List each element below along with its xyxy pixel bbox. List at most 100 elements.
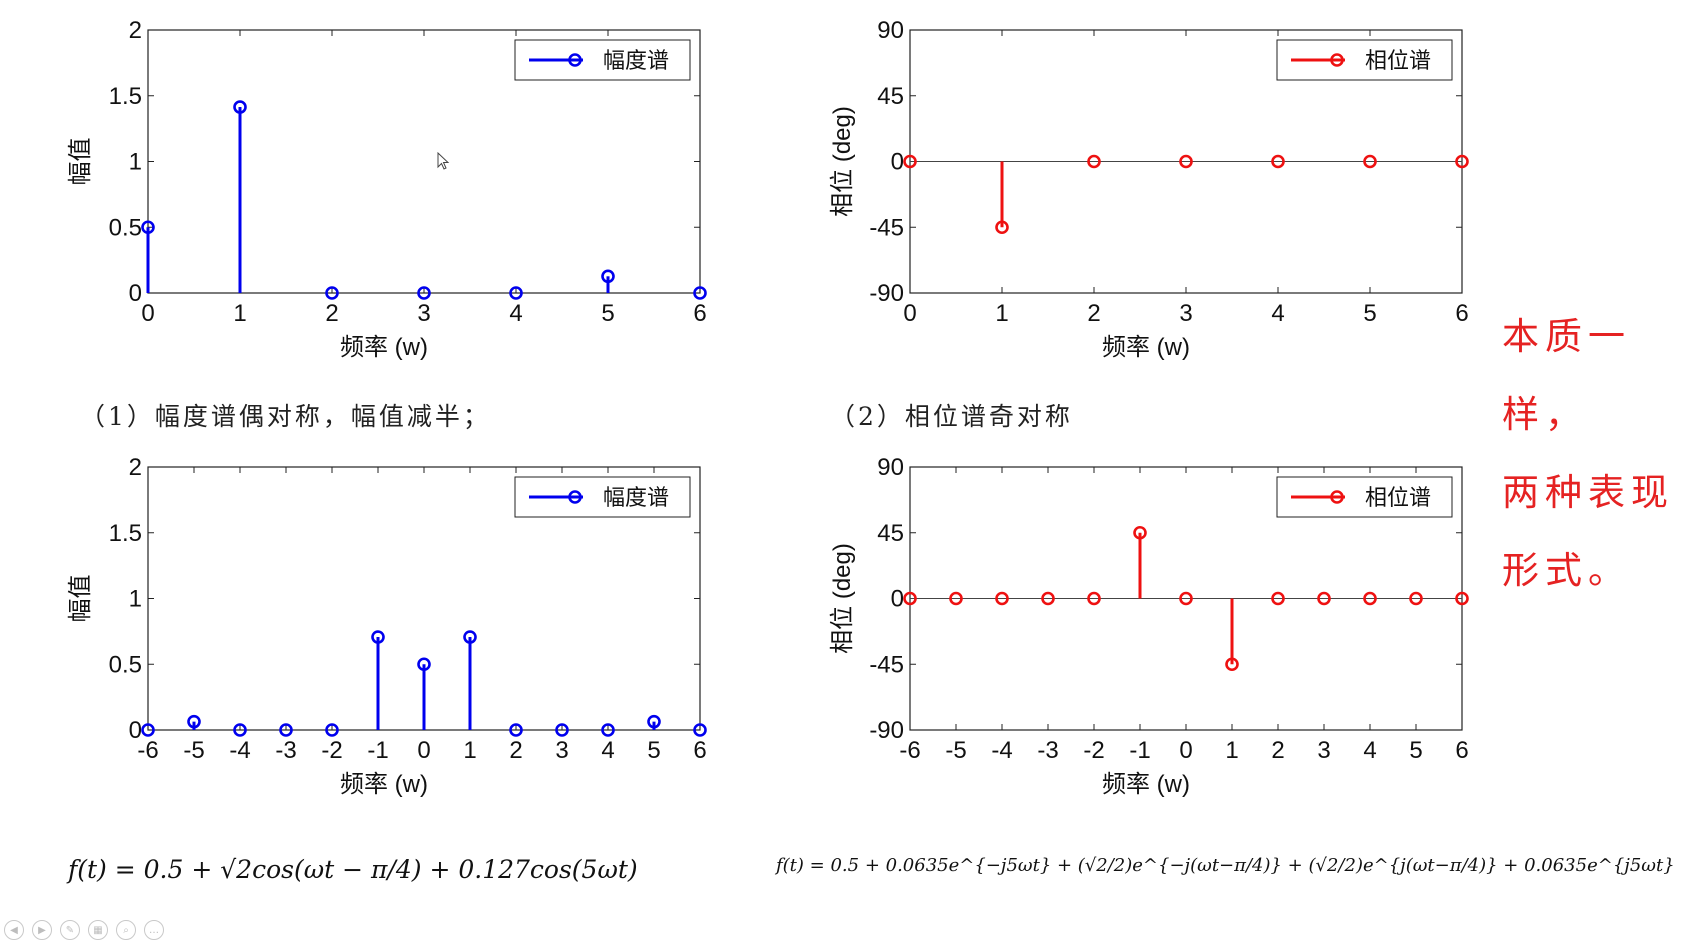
y-tick-label: 0: [891, 149, 904, 176]
stem-marker: [325, 286, 339, 300]
x-tick-label: 6: [693, 300, 706, 327]
x-tick-label: -5: [945, 737, 966, 764]
x-tick-label: -3: [1037, 737, 1058, 764]
mouse-cursor-icon: [437, 152, 450, 170]
x-tick-label: 0: [141, 300, 154, 327]
y-axis-label: 幅值: [67, 575, 94, 623]
x-tick-label: -6: [899, 737, 920, 764]
legend-label: 相位谱: [1365, 48, 1431, 73]
next-icon[interactable]: ▶: [32, 920, 52, 940]
stem-marker: [1041, 591, 1055, 606]
y-tick-label: -45: [869, 214, 904, 241]
legend-marker: [568, 53, 582, 67]
x-tick-label: -1: [367, 737, 388, 764]
x-tick-label: 6: [693, 737, 706, 764]
x-tick-label: 5: [1363, 300, 1376, 327]
y-tick-label: 1.5: [109, 83, 142, 110]
stem-marker: [417, 657, 431, 672]
formula-right: f(t) = 0.5 + 0.0635e^{−j5ωt} + (√2/2)e^{…: [776, 855, 1675, 876]
stem-marker: [141, 723, 155, 737]
caption-right: （2）相位谱奇对称: [830, 402, 1073, 431]
more-icon[interactable]: …: [144, 920, 164, 940]
stem-marker: [903, 154, 917, 169]
y-tick-label: 0.5: [109, 214, 142, 241]
y-axis-label: 相位 (deg): [829, 543, 856, 654]
x-tick-label: 3: [417, 300, 430, 327]
legend-marker: [1330, 490, 1344, 504]
y-tick-label: -90: [869, 717, 904, 744]
x-axis-label: 频率 (w): [340, 334, 428, 361]
x-tick-label: 2: [1271, 737, 1284, 764]
formula-left: f(t) = 0.5 + √2cos(ωt − π/4) + 0.127cos(…: [68, 855, 638, 884]
grid-icon[interactable]: ▦: [88, 920, 108, 940]
annotation-note: 本质一样， 两种表现 形式。: [1502, 298, 1700, 610]
pen-icon[interactable]: ✎: [60, 920, 80, 940]
x-tick-label: 4: [1271, 300, 1284, 327]
stem-marker: [555, 723, 569, 737]
stem-marker: [187, 714, 201, 729]
stem-marker: [233, 100, 247, 114]
x-tick-label: 5: [1409, 737, 1422, 764]
x-tick-label: -4: [229, 737, 250, 764]
legend-label: 幅度谱: [603, 485, 669, 510]
stem-marker: [1455, 154, 1469, 169]
x-tick-label: 1: [463, 737, 476, 764]
y-tick-label: 1: [129, 586, 142, 613]
stem-marker: [1087, 591, 1101, 606]
stem-marker: [509, 286, 523, 300]
stem-marker: [1133, 525, 1147, 540]
stem-marker: [693, 286, 707, 300]
note-line-2: 两种表现: [1502, 471, 1674, 514]
stem-marker: [601, 269, 615, 284]
x-tick-label: 1: [995, 300, 1008, 327]
stem-marker: [1317, 591, 1331, 606]
stem-marker: [1271, 154, 1285, 169]
zoom-icon[interactable]: ⌕: [116, 920, 136, 940]
stem-marker: [1225, 657, 1239, 672]
stem-marker: [1455, 591, 1469, 606]
note-line-1: 本质一样，: [1502, 315, 1631, 436]
y-tick-label: -45: [869, 651, 904, 678]
x-tick-label: 6: [1455, 737, 1468, 764]
x-tick-label: 3: [1317, 737, 1330, 764]
stem-marker: [995, 220, 1009, 235]
stem-marker: [693, 723, 707, 737]
stem-marker: [279, 723, 293, 737]
stem-marker: [1363, 591, 1377, 606]
x-tick-label: 4: [601, 737, 614, 764]
x-tick-label: 2: [509, 737, 522, 764]
caption-left: （1）幅度谱偶对称，幅值减半；: [80, 402, 491, 431]
stem-marker: [647, 714, 661, 729]
stem-marker: [1271, 591, 1285, 606]
stem-marker: [141, 220, 155, 235]
chart-bottom-left-amplitude: 0 0.5 1 1.5 2 -6 -5 -4 -3 -2 -1 0 1 2 3 4 5 6 频率 (w) 幅值 幅度谱: [67, 454, 707, 798]
prev-icon[interactable]: ◀: [4, 920, 24, 940]
stem-marker: [601, 723, 615, 737]
x-tick-label: -2: [321, 737, 342, 764]
x-tick-label: 1: [1225, 737, 1238, 764]
x-tick-label: 0: [1179, 737, 1192, 764]
stem-marker: [903, 591, 917, 606]
stem-marker: [463, 630, 477, 644]
x-tick-label: 3: [555, 737, 568, 764]
y-tick-label: 0.5: [109, 651, 142, 678]
y-tick-label: 1: [129, 149, 142, 176]
stem-marker: [1179, 154, 1193, 169]
stem-marker: [1087, 154, 1101, 169]
legend-marker: [568, 490, 582, 504]
stem-marker: [417, 286, 431, 300]
x-tick-label: 0: [903, 300, 916, 327]
y-axis-label: 相位 (deg): [829, 106, 856, 217]
stem-marker: [1363, 154, 1377, 169]
x-tick-label: 2: [325, 300, 338, 327]
x-tick-label: 0: [417, 737, 430, 764]
stem-marker: [325, 723, 339, 737]
y-tick-label: 90: [877, 454, 904, 481]
y-tick-label: 2: [129, 17, 142, 44]
x-tick-label: 2: [1087, 300, 1100, 327]
x-tick-label: -5: [183, 737, 204, 764]
y-tick-label: 45: [877, 83, 904, 110]
x-tick-label: -3: [275, 737, 296, 764]
